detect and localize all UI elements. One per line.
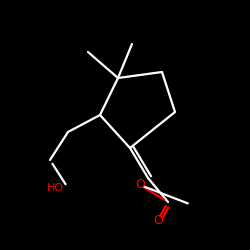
Text: HO: HO: [47, 183, 64, 193]
Text: O: O: [153, 214, 163, 226]
Text: O: O: [135, 178, 145, 192]
